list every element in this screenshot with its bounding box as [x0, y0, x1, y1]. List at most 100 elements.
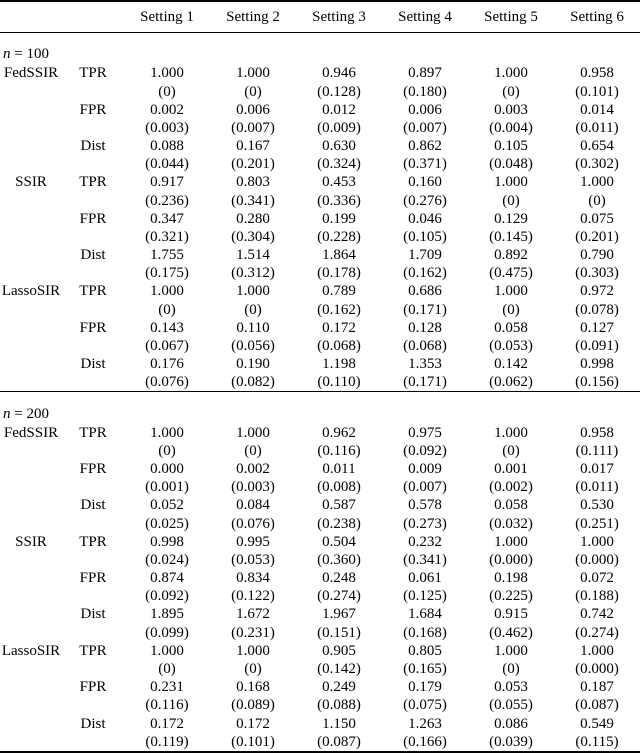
value-cell: 0.086: [494, 715, 528, 732]
se-cell: (0.007): [403, 479, 447, 496]
metric-value-row: Dist 0.088 0.167 0.630 0.862 0.105 0.654: [0, 137, 640, 155]
se-cell: (0.116): [317, 442, 361, 459]
se-cell: (0.011): [575, 119, 619, 136]
value-cell: 0.072: [580, 570, 614, 587]
section-label-variable: n: [3, 405, 11, 422]
section-label-value: = 100: [14, 46, 49, 63]
section-label-variable: n: [3, 46, 11, 63]
value-cell: 0.917: [150, 174, 184, 191]
value-cell: 0.075: [580, 210, 614, 227]
se-cell: (0.360): [317, 551, 361, 568]
metric-label-cell: FPR: [79, 679, 107, 696]
empty-cell: [0, 155, 62, 173]
se-cell: (0.156): [575, 374, 619, 391]
se-cell: (0.003): [231, 479, 275, 496]
metric-se-row: (0) (0) (0.142) (0.165) (0) (0.000): [0, 660, 640, 678]
value-cell: 0.280: [236, 210, 270, 227]
method-name-cell: [0, 137, 62, 155]
value-cell: 1.000: [236, 65, 270, 82]
metric-label-cell: Dist: [80, 715, 106, 732]
value-cell: 0.946: [322, 65, 356, 82]
metric-value-row: LassoSIR TPR 1.000 1.000 0.905 0.805 1.000 1.00…: [0, 642, 640, 660]
col-header-setting-2: Setting 2: [210, 1, 296, 33]
metric-label-cell: TPR: [79, 283, 107, 300]
se-cell: (0.039): [489, 733, 533, 750]
metric-se-row: (0.003) (0.007) (0.009) (0.007) (0.004) (0.01…: [0, 119, 640, 137]
value-cell: 1.263: [408, 715, 442, 732]
se-cell: (0): [588, 192, 606, 209]
se-cell: (0.001): [145, 479, 189, 496]
value-cell: 0.232: [408, 533, 442, 550]
value-cell: 0.789: [322, 283, 356, 300]
value-cell: 1.150: [322, 715, 356, 732]
se-cell: (0.055): [489, 697, 533, 714]
value-cell: 0.803: [236, 174, 270, 191]
value-cell: 0.686: [408, 283, 442, 300]
se-cell: (0.000): [489, 551, 533, 568]
se-cell: (0.178): [317, 265, 361, 282]
metric-label-cell: TPR: [79, 424, 107, 441]
metric-label-cell: FPR: [79, 570, 107, 587]
se-cell: (0.145): [489, 228, 533, 245]
metric-se-row: (0.092) (0.122) (0.274) (0.125) (0.225) (0.18…: [0, 587, 640, 605]
se-cell: (0.341): [231, 192, 275, 209]
se-cell: (0.336): [317, 192, 361, 209]
se-cell: (0.171): [403, 374, 447, 391]
value-cell: 0.127: [580, 319, 614, 336]
value-cell: 0.105: [494, 138, 528, 155]
value-cell: 0.129: [494, 210, 528, 227]
se-cell: (0.475): [489, 265, 533, 282]
empty-cell: [62, 478, 124, 496]
se-cell: (0.092): [403, 442, 447, 459]
empty-cell: [62, 660, 124, 678]
value-cell: 0.172: [322, 319, 356, 336]
se-cell: (0.116): [145, 697, 189, 714]
value-cell: 0.002: [150, 101, 184, 118]
metric-value-row: FedSSIR TPR 1.000 1.000 0.946 0.897 1.000 0.958: [0, 64, 640, 82]
value-cell: 1.000: [150, 65, 184, 82]
se-cell: (0): [244, 442, 262, 459]
value-cell: 0.179: [408, 679, 442, 696]
method-name-cell: [0, 210, 62, 228]
value-cell: 0.172: [150, 715, 184, 732]
method-name-cell: [0, 319, 62, 337]
se-cell: (0.053): [231, 551, 275, 568]
metric-value-row: FPR 0.143 0.110 0.172 0.128 0.058 0.127: [0, 319, 640, 337]
se-cell: (0.303): [575, 265, 619, 282]
metric-label-cell: Dist: [80, 497, 106, 514]
se-cell: (0): [158, 83, 176, 100]
metric-se-row: (0.099) (0.231) (0.151) (0.168) (0.462) (0.27…: [0, 624, 640, 642]
col-header-setting-5: Setting 5: [468, 1, 554, 33]
value-cell: 0.176: [150, 356, 184, 373]
metric-value-row: Dist 0.052 0.084 0.587 0.578 0.058 0.530: [0, 496, 640, 514]
method-name-cell: [0, 101, 62, 119]
method-name-cell: [0, 678, 62, 696]
value-cell: 0.084: [236, 497, 270, 514]
empty-cell: [62, 82, 124, 100]
empty-cell: [62, 301, 124, 319]
se-cell: (0.119): [145, 733, 189, 750]
method-name-cell: SSIR: [15, 174, 47, 191]
empty-cell: [0, 119, 62, 137]
value-cell: 1.684: [408, 606, 442, 623]
value-cell: 0.231: [150, 679, 184, 696]
metric-value-row: FPR 0.231 0.168 0.249 0.179 0.053 0.187: [0, 678, 640, 696]
value-cell: 0.805: [408, 642, 442, 659]
method-name-cell: FedSSIR: [3, 65, 59, 82]
metric-se-row: (0) (0) (0.116) (0.092) (0) (0.111): [0, 442, 640, 460]
se-cell: (0.274): [317, 588, 361, 605]
se-cell: (0.341): [403, 551, 447, 568]
empty-cell: [0, 478, 62, 496]
metric-se-row: (0.236) (0.341) (0.336) (0.276) (0) (0): [0, 192, 640, 210]
value-cell: 0.504: [322, 533, 356, 550]
value-cell: 0.187: [580, 679, 614, 696]
empty-cell: [0, 624, 62, 642]
empty-cell: [0, 301, 62, 319]
se-cell: (0.188): [575, 588, 619, 605]
se-cell: (0.111): [575, 442, 619, 459]
value-cell: 0.168: [236, 679, 270, 696]
metric-se-row: (0.025) (0.076) (0.238) (0.273) (0.032) (0.25…: [0, 515, 640, 533]
value-cell: 0.549: [580, 715, 614, 732]
se-cell: (0.089): [231, 697, 275, 714]
